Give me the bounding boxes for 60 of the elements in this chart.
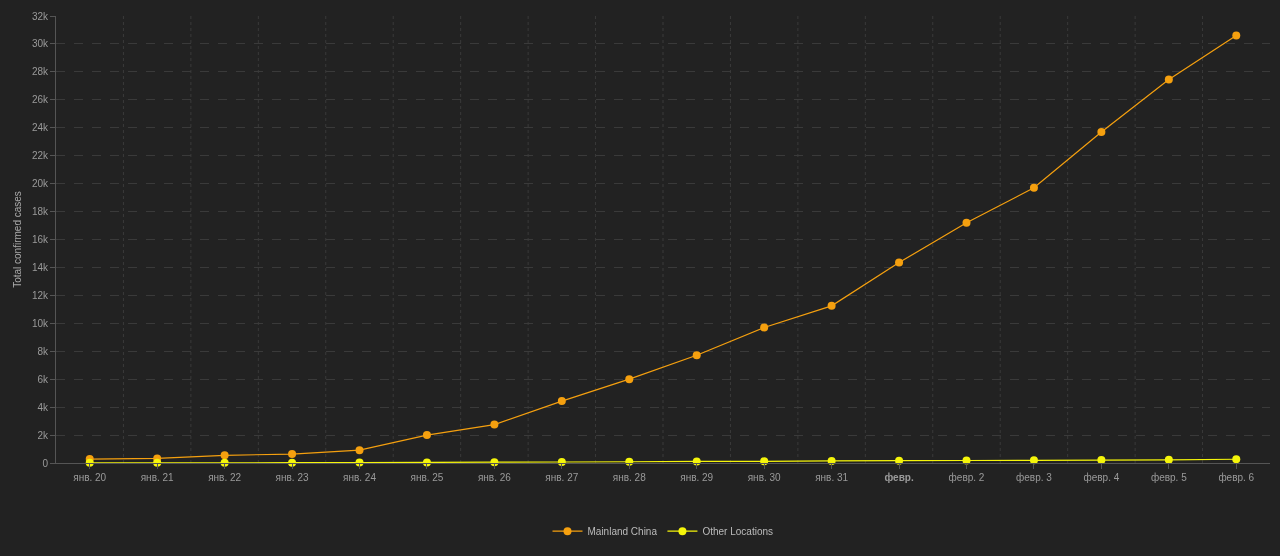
x-tick-label: янв. 27 xyxy=(545,472,579,483)
point xyxy=(692,351,701,360)
point xyxy=(1029,183,1038,192)
point xyxy=(1164,455,1173,464)
x-tick-label: янв. 20 xyxy=(73,472,107,483)
x-tick-label: февр. 3 xyxy=(1016,472,1053,483)
y-tick-label: 4k xyxy=(37,401,49,413)
y-tick-label: 14k xyxy=(31,261,49,273)
x-tick-label: февр. xyxy=(884,472,914,483)
x-tick-label: февр. 5 xyxy=(1150,472,1188,483)
y-tick-label: 16k xyxy=(31,234,49,245)
point xyxy=(1232,455,1241,464)
point xyxy=(1029,456,1038,465)
point xyxy=(1164,75,1173,84)
x-tick-label: янв. 23 xyxy=(275,472,309,483)
point xyxy=(557,397,566,406)
point xyxy=(288,450,297,459)
y-axis-title: Total confirmed cases xyxy=(11,191,23,288)
y-tick-label: 10k xyxy=(31,317,49,329)
y-tick-label: 0 xyxy=(42,457,49,469)
y-tick-label: 8k xyxy=(37,345,49,357)
point xyxy=(220,451,229,460)
legend-label: Mainland China xyxy=(587,526,658,538)
y-tick-label: 12k xyxy=(31,289,49,301)
y-tick-label: 6k xyxy=(37,373,49,385)
x-tick-label: янв. 28 xyxy=(612,472,647,483)
point xyxy=(625,375,634,384)
x-tick-label: янв. 25 xyxy=(410,472,444,483)
point xyxy=(760,457,769,466)
point xyxy=(962,218,971,227)
x-tick-label: янв. 21 xyxy=(140,472,175,483)
x-tick-label: февр. 4 xyxy=(1083,472,1120,483)
y-tick-label: 30k xyxy=(31,38,49,50)
point xyxy=(827,301,836,310)
point xyxy=(827,456,836,465)
point xyxy=(895,258,904,267)
x-tick-label: янв. 26 xyxy=(477,472,512,483)
y-tick-label: 2k xyxy=(37,429,49,441)
x-tick-label: янв. 24 xyxy=(343,472,377,483)
y-tick-label: 28k xyxy=(31,66,49,78)
point xyxy=(760,323,769,332)
y-tick-label: 22k xyxy=(31,150,49,162)
point xyxy=(895,456,904,465)
x-tick-label: янв. 30 xyxy=(747,472,782,483)
x-tick-label: янв. 29 xyxy=(680,472,714,483)
point xyxy=(355,446,364,455)
point xyxy=(1097,127,1106,136)
y-tick-label: 18k xyxy=(31,206,49,218)
x-tick-label: февр. 6 xyxy=(1218,472,1255,483)
y-tick-label: 20k xyxy=(31,178,49,190)
y-tick-label: 26k xyxy=(31,94,49,106)
y-tick-label: 24k xyxy=(31,122,49,134)
x-tick-label: янв. 31 xyxy=(815,472,849,483)
legend-label: Other Locations xyxy=(702,526,774,538)
point xyxy=(490,420,499,429)
x-tick-label: янв. 22 xyxy=(208,472,242,483)
point xyxy=(1232,31,1241,40)
x-tick-label: февр. 2 xyxy=(948,472,985,483)
point xyxy=(422,431,431,440)
y-tick-label: 32k xyxy=(31,10,49,22)
